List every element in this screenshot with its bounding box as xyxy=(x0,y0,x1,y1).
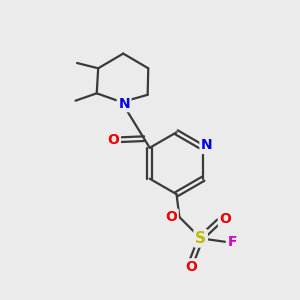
Text: O: O xyxy=(219,212,231,226)
Text: N: N xyxy=(118,97,130,111)
Text: O: O xyxy=(165,210,177,224)
Text: F: F xyxy=(227,235,237,249)
Text: N: N xyxy=(201,138,213,152)
Text: O: O xyxy=(107,133,119,147)
Text: O: O xyxy=(185,260,197,274)
Text: S: S xyxy=(195,231,206,246)
